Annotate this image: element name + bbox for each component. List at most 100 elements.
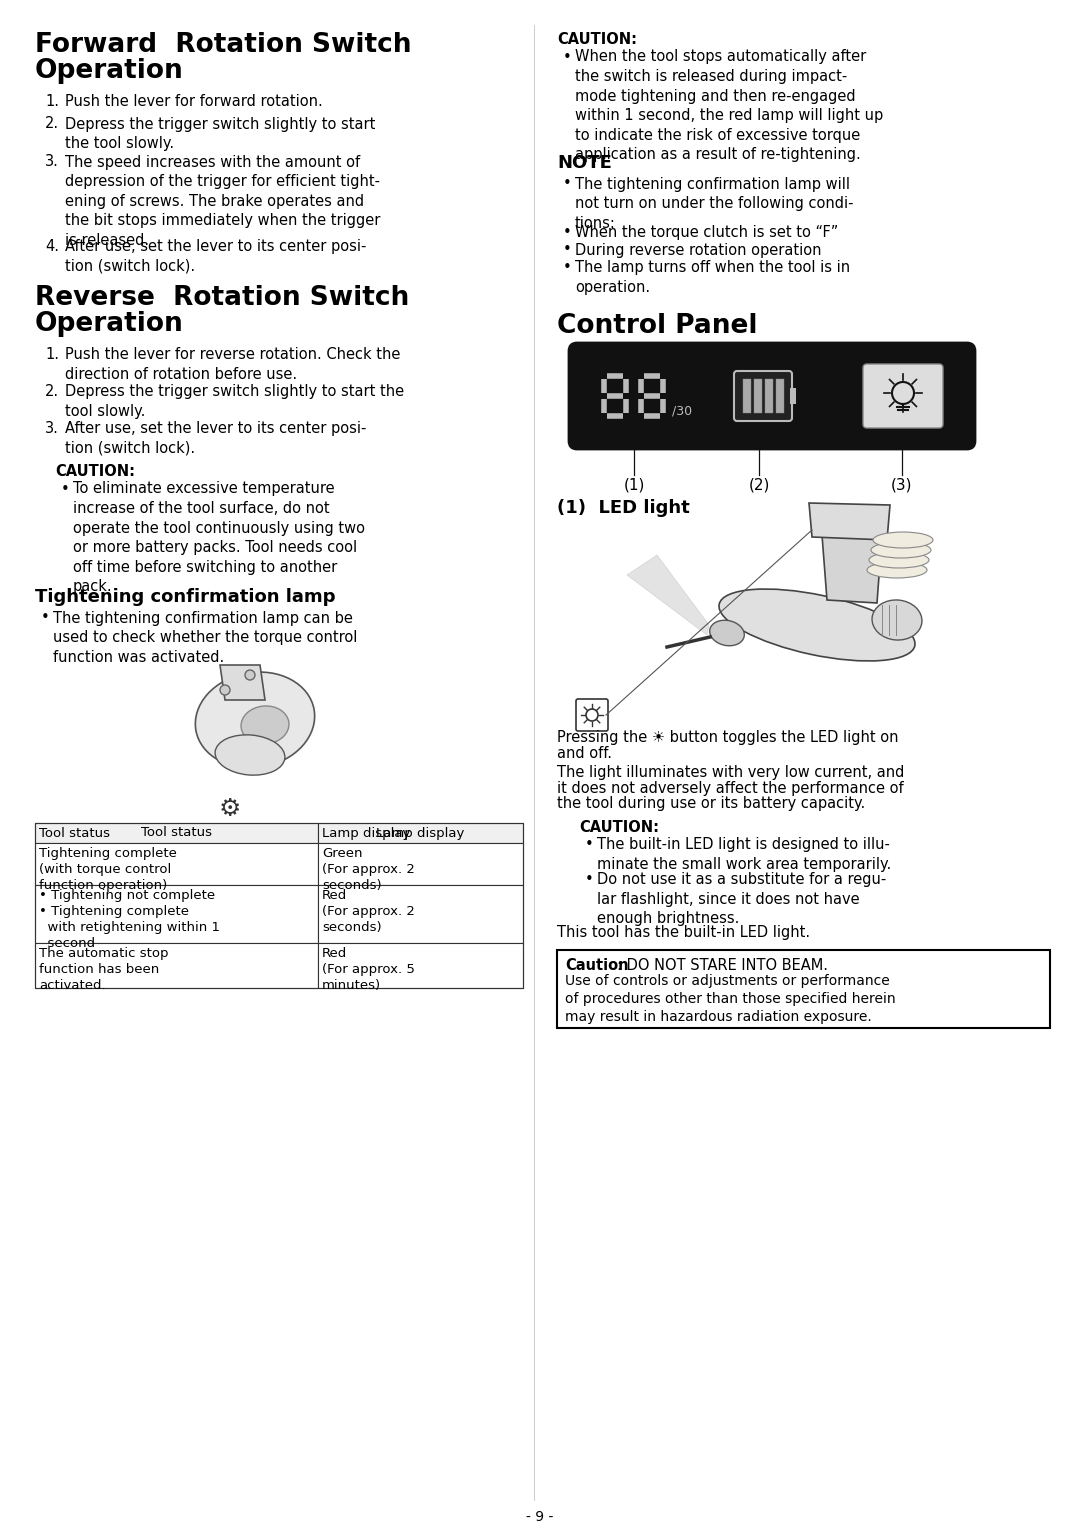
Text: Red
(For approx. 2
seconds): Red (For approx. 2 seconds)	[322, 889, 415, 935]
FancyBboxPatch shape	[576, 699, 608, 731]
Text: This tool has the built-in LED light.: This tool has the built-in LED light.	[557, 924, 810, 939]
Text: 4.: 4.	[45, 239, 59, 254]
Text: Push the lever for forward rotation.: Push the lever for forward rotation.	[65, 93, 323, 109]
Text: and off.: and off.	[557, 746, 612, 760]
Text: CAUTION:: CAUTION:	[55, 464, 135, 480]
Text: Depress the trigger switch slightly to start the
tool slowly.: Depress the trigger switch slightly to s…	[65, 385, 404, 418]
Bar	[743, 378, 751, 414]
Text: 2.: 2.	[45, 116, 59, 132]
Text: •: •	[60, 481, 70, 496]
Polygon shape	[822, 535, 882, 604]
Text: 1.: 1.	[45, 348, 59, 362]
Text: : DO NOT STARE INTO BEAM.: : DO NOT STARE INTO BEAM.	[617, 958, 828, 973]
Text: Forward  Rotation Switch: Forward Rotation Switch	[35, 32, 411, 58]
Bar	[765, 378, 773, 414]
Ellipse shape	[195, 673, 314, 768]
Ellipse shape	[215, 735, 285, 775]
Text: Tightening complete
(with torque control
function operation): Tightening complete (with torque control…	[39, 847, 177, 892]
Bar	[318, 885, 523, 944]
Text: the tool during use or its battery capacity.: the tool during use or its battery capac…	[557, 797, 865, 810]
Bar	[318, 944, 523, 988]
Text: Tool status: Tool status	[141, 826, 212, 840]
Text: To eliminate excessive temperature
increase of the tool surface, do not
operate : To eliminate excessive temperature incre…	[73, 481, 365, 594]
Text: 3.: 3.	[45, 421, 59, 437]
Text: 2.: 2.	[45, 385, 59, 398]
Text: - 9 -: - 9 -	[526, 1511, 554, 1524]
Text: • Tightening not complete
• Tightening complete
  with retightening within 1
  s: • Tightening not complete • Tightening c…	[39, 889, 220, 950]
Ellipse shape	[719, 588, 915, 660]
Text: •: •	[563, 49, 571, 64]
Ellipse shape	[869, 552, 929, 568]
Ellipse shape	[241, 706, 289, 745]
Text: (2): (2)	[748, 476, 770, 492]
Text: Reverse  Rotation Switch: Reverse Rotation Switch	[35, 285, 409, 311]
Text: (1): (1)	[623, 476, 645, 492]
Text: it does not adversely affect the performance of: it does not adversely affect the perform…	[557, 780, 904, 795]
Bar	[318, 843, 523, 885]
Text: •: •	[585, 872, 594, 887]
Text: CAUTION:: CAUTION:	[557, 32, 637, 47]
FancyBboxPatch shape	[569, 343, 975, 449]
Text: Tightening confirmation lamp: Tightening confirmation lamp	[35, 588, 336, 607]
Bar	[318, 823, 523, 843]
Text: •: •	[563, 260, 571, 276]
Text: Caution: Caution	[565, 958, 629, 973]
Text: Operation: Operation	[35, 58, 184, 84]
Text: Red
(For approx. 5
minutes): Red (For approx. 5 minutes)	[322, 947, 415, 993]
Text: When the torque clutch is set to “F”: When the torque clutch is set to “F”	[575, 225, 838, 241]
Text: (3): (3)	[891, 476, 913, 492]
Ellipse shape	[710, 620, 744, 647]
Text: The automatic stop
function has been
activated.: The automatic stop function has been act…	[39, 947, 168, 993]
Text: After use, set the lever to its center posi-
tion (switch lock).: After use, set the lever to its center p…	[65, 239, 366, 274]
Polygon shape	[809, 502, 890, 539]
Bar	[35, 944, 318, 988]
Text: /30: /30	[672, 404, 692, 418]
Text: The speed increases with the amount of
depression of the trigger for efficient t: The speed increases with the amount of d…	[65, 155, 380, 248]
Ellipse shape	[873, 532, 933, 548]
Text: 1.: 1.	[45, 93, 59, 109]
Bar	[35, 843, 318, 885]
Bar	[557, 950, 1050, 1028]
Text: When the tool stops automatically after
the switch is released during impact-
mo: When the tool stops automatically after …	[575, 49, 883, 162]
Text: The lamp turns off when the tool is in
operation.: The lamp turns off when the tool is in o…	[575, 260, 850, 294]
Text: During reverse rotation operation: During reverse rotation operation	[575, 242, 822, 257]
Bar	[35, 885, 318, 944]
Text: •: •	[585, 836, 594, 852]
Text: Lamp display: Lamp display	[322, 827, 410, 840]
FancyBboxPatch shape	[734, 371, 792, 421]
Bar	[789, 388, 796, 404]
Ellipse shape	[870, 542, 931, 558]
Ellipse shape	[867, 562, 927, 578]
Text: •: •	[563, 242, 571, 257]
Text: (1)  LED light: (1) LED light	[557, 499, 690, 516]
Text: Operation: Operation	[35, 311, 184, 337]
Text: Green
(For approx. 2
seconds): Green (For approx. 2 seconds)	[322, 847, 415, 892]
Polygon shape	[627, 555, 708, 634]
Text: Pressing the ☀ button toggles the LED light on: Pressing the ☀ button toggles the LED li…	[557, 731, 899, 745]
Text: The tightening confirmation lamp will
not turn on under the following condi-
tio: The tightening confirmation lamp will no…	[575, 176, 853, 231]
Text: •: •	[41, 610, 50, 625]
Text: Push the lever for reverse rotation. Check the
direction of rotation before use.: Push the lever for reverse rotation. Che…	[65, 348, 401, 381]
Text: NOTE: NOTE	[557, 155, 612, 173]
Bar	[35, 823, 318, 843]
Text: Control Panel: Control Panel	[557, 313, 757, 339]
FancyBboxPatch shape	[863, 365, 943, 427]
Circle shape	[245, 669, 255, 680]
Text: ⚙: ⚙	[219, 797, 241, 821]
Text: Use of controls or adjustments or performance
of procedures other than those spe: Use of controls or adjustments or perfor…	[565, 973, 895, 1023]
Bar	[35, 823, 523, 988]
Polygon shape	[220, 665, 265, 700]
Text: Lamp display: Lamp display	[376, 826, 464, 840]
Text: •: •	[563, 225, 571, 241]
Text: •: •	[563, 176, 571, 192]
Text: The light illuminates with very low current, and: The light illuminates with very low curr…	[557, 764, 904, 780]
Text: Do not use it as a substitute for a regu-
lar flashlight, since it does not have: Do not use it as a substitute for a regu…	[597, 872, 887, 927]
Bar	[777, 378, 784, 414]
Text: 3.: 3.	[45, 155, 59, 170]
Text: Depress the trigger switch slightly to start
the tool slowly.: Depress the trigger switch slightly to s…	[65, 116, 376, 152]
Circle shape	[220, 685, 230, 696]
Text: CAUTION:: CAUTION:	[579, 820, 659, 835]
Text: The tightening confirmation lamp can be
used to check whether the torque control: The tightening confirmation lamp can be …	[53, 610, 357, 665]
Bar	[754, 378, 762, 414]
Text: After use, set the lever to its center posi-
tion (switch lock).: After use, set the lever to its center p…	[65, 421, 366, 455]
